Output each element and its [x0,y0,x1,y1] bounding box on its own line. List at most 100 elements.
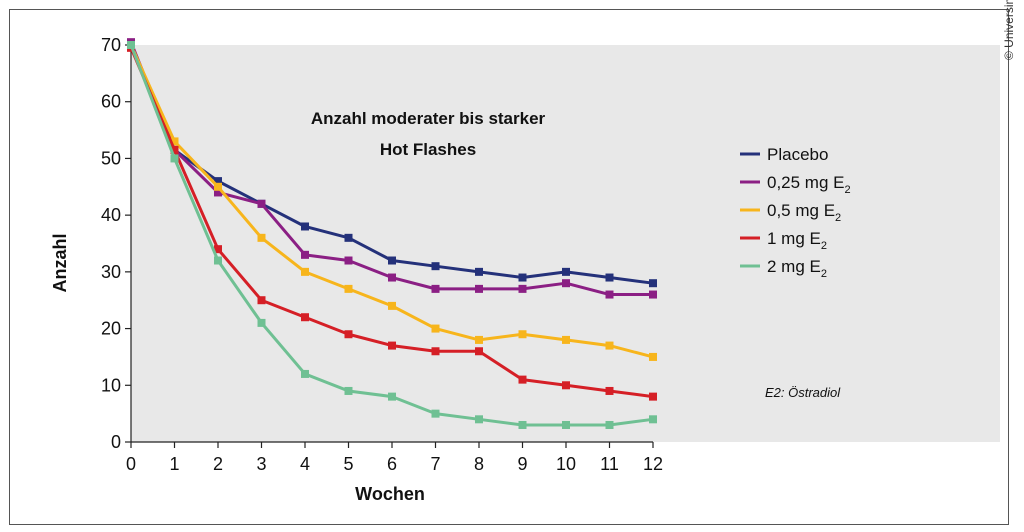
y-tick-label: 20 [101,319,121,339]
legend-item-4: 1 mg E2 [740,229,827,252]
legend-item-1: Placebo [740,145,828,164]
legend-item-3: 0,5 mg E2 [740,201,841,224]
data-point [431,409,440,418]
legend-label: 1 mg E2 [767,229,827,252]
x-tick-label: 1 [169,454,179,474]
data-point [562,335,570,344]
data-point [649,392,657,401]
data-point [388,256,396,265]
x-tick-label: 7 [430,454,440,474]
data-point [214,256,222,265]
data-point [257,318,266,327]
data-point [649,290,657,299]
data-point [605,290,614,299]
data-point [257,199,266,208]
data-point [257,296,266,305]
data-point [344,256,353,265]
data-point [475,415,483,424]
data-point [301,313,309,322]
chart-frame [9,9,1009,525]
data-point [127,41,135,49]
x-tick-label: 8 [474,454,484,474]
legend-item-2: 0,25 mg E2 [740,173,851,196]
legend: Placebo 0,25 mg E2 0,5 mg E2 1 mg E2 2 mg E2 [740,145,851,280]
data-point [518,273,527,282]
data-point [605,341,614,350]
legend-label: 0,5 mg E2 [767,201,841,224]
data-point [431,284,440,293]
y-tick-label: 0 [111,432,121,452]
data-point [562,420,570,429]
data-point [562,267,570,276]
y-tick-label: 70 [101,35,121,55]
x-tick-label: 5 [343,454,353,474]
data-point [518,330,527,339]
data-point [518,420,527,429]
data-point [649,279,657,288]
legend-label: 2 mg E2 [767,257,827,280]
x-tick-label: 0 [126,454,136,474]
data-point [344,330,353,339]
y-axis-label: Anzahl [50,233,70,292]
data-point [605,420,614,429]
legend-label: Placebo [767,145,828,164]
data-point [605,273,614,282]
x-axis-label: Wochen [355,484,425,504]
y-tick-label: 40 [101,205,121,225]
data-point [301,250,309,259]
data-point [475,284,483,293]
data-point [388,341,396,350]
data-point [431,324,440,333]
y-tick-label: 10 [101,375,121,395]
x-tick-label: 11 [600,454,619,474]
data-point [562,381,570,390]
data-point [214,177,222,186]
series-2 [127,38,657,299]
y-tick-label: 30 [101,262,121,282]
x-tick-label: 4 [300,454,310,474]
data-point [475,267,483,276]
data-point [388,273,396,282]
data-point [170,154,179,163]
data-point [431,262,440,271]
x-tick-label: 2 [213,454,223,474]
data-point [649,352,657,361]
x-tick-label: 3 [256,454,266,474]
data-point [562,279,570,288]
chart-title-line-1: Anzahl moderater bis starker [311,109,546,128]
legend-label: 0,25 mg E2 [767,173,851,196]
chart-title-line-2: Hot Flashes [380,140,476,159]
data-point [170,145,179,154]
data-point [388,392,396,401]
data-point [301,369,309,378]
plot-background [131,45,1000,442]
annotation-note: E2: Östradiol [765,385,841,400]
data-point [214,245,222,254]
data-point [257,233,266,242]
series-5 [127,41,657,429]
data-point [344,233,353,242]
data-point [301,222,309,231]
data-point [518,375,527,384]
x-tick-label: 12 [643,454,663,474]
data-point [431,347,440,356]
data-point [475,335,483,344]
data-point [214,188,222,197]
data-point [301,267,309,276]
y-tick-label: 50 [101,148,121,168]
data-point [605,386,614,395]
data-point [388,301,396,310]
data-point [649,415,657,424]
series-layer [127,38,657,429]
copyright-text: © Universimed [1002,0,1016,60]
data-point [518,284,527,293]
x-tick-label: 9 [517,454,527,474]
data-point [344,386,353,395]
data-point [344,284,353,293]
x-tick-label: 10 [556,454,576,474]
data-point [170,137,179,146]
y-tick-label: 60 [101,92,121,112]
legend-item-5: 2 mg E2 [740,257,827,280]
